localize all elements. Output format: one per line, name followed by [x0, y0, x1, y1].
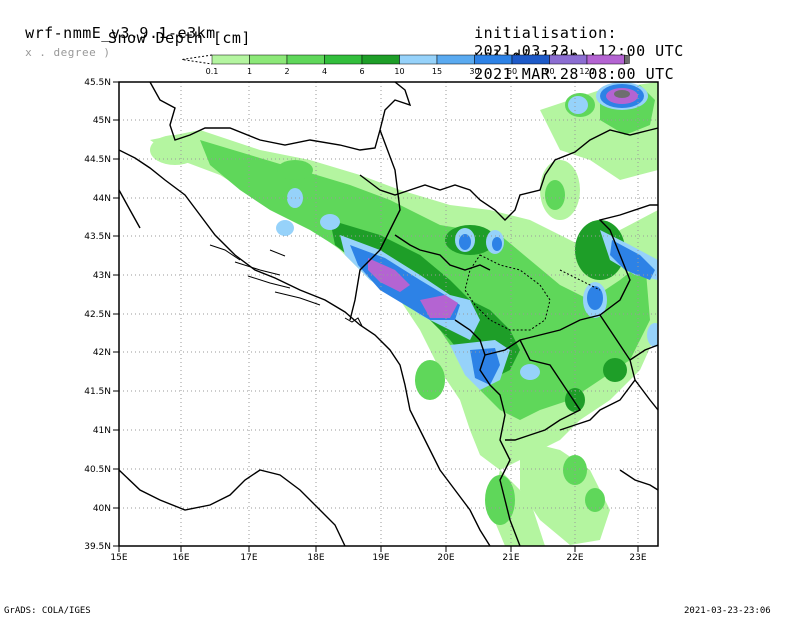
- lon-labels: 15E 16E 17E 18E 19E 20E 21E 22E 23E: [110, 553, 646, 563]
- footer-right: 2021-03-23-23:06: [684, 606, 771, 616]
- lat-labels: 45.5N 45N 44.5N 44N 43.5N 43N 42.5N 42N …: [84, 78, 111, 552]
- tick-marks: [113, 81, 639, 552]
- model-name: wrf-nmmE_v3.9.1-e3km: [25, 24, 216, 42]
- islands: [209, 244, 363, 327]
- lat-label: 42.5N: [84, 310, 111, 320]
- init-label: initialisation:: [474, 24, 618, 42]
- lat-label: 43.5N: [84, 232, 111, 242]
- colorbar-label: 90: [544, 67, 554, 76]
- lat-label: 43N: [93, 271, 111, 281]
- internal-borders: [464, 254, 601, 331]
- lon-label: 23E: [629, 553, 646, 563]
- lat-label: 41N: [93, 426, 111, 436]
- colorbar-label: 120: [579, 67, 594, 76]
- valid-value: 2021.MAR.28 08:00 UTC: [474, 65, 675, 83]
- lat-label: 45.5N: [84, 78, 111, 88]
- colorbar-label: 6: [359, 67, 364, 76]
- lon-label: 16E: [172, 553, 189, 563]
- graticule: [119, 82, 658, 546]
- colorbar-label: 30: [469, 67, 479, 76]
- lat-label: 39.5N: [84, 542, 111, 552]
- field-title: Snow Depth [cm]: [108, 29, 251, 47]
- lon-label: 18E: [307, 553, 324, 563]
- colorbar-label: 4: [322, 67, 327, 76]
- lat-label: 42N: [93, 348, 111, 358]
- model-title: wrf-nmmE_v3.9.1-e3km x . degree ): [6, 6, 216, 60]
- lat-label: 44N: [93, 194, 111, 204]
- lat-label: 40.5N: [84, 465, 111, 475]
- lat-label: 45N: [93, 116, 111, 126]
- lat-label: 44.5N: [84, 155, 111, 165]
- snow-shading: [150, 82, 658, 546]
- lon-label: 22E: [566, 553, 583, 563]
- footer-left: GrADS: COLA/IGES: [4, 606, 91, 616]
- lon-label: 21E: [502, 553, 519, 563]
- lon-label: 20E: [437, 553, 454, 563]
- lon-label: 15E: [110, 553, 127, 563]
- coastlines-borders: [119, 82, 658, 546]
- colorbar-label: 10: [394, 67, 404, 76]
- model-note: x . degree ): [25, 46, 111, 59]
- lon-label: 17E: [240, 553, 257, 563]
- colorbar-label: 0.1: [206, 67, 219, 76]
- colorbar-label: 60: [507, 67, 517, 76]
- lat-label: 40N: [93, 504, 111, 514]
- colorbar: 0.1 1 2 4 6 10 15 30 60 90 120: [181, 54, 630, 76]
- colorbar-label: 15: [432, 67, 442, 76]
- lon-label: 19E: [372, 553, 389, 563]
- lat-label: 41.5N: [84, 387, 111, 397]
- colorbar-label: 1: [247, 67, 252, 76]
- colorbar-label: 2: [284, 67, 289, 76]
- colorbar-right-end: [624, 54, 630, 65]
